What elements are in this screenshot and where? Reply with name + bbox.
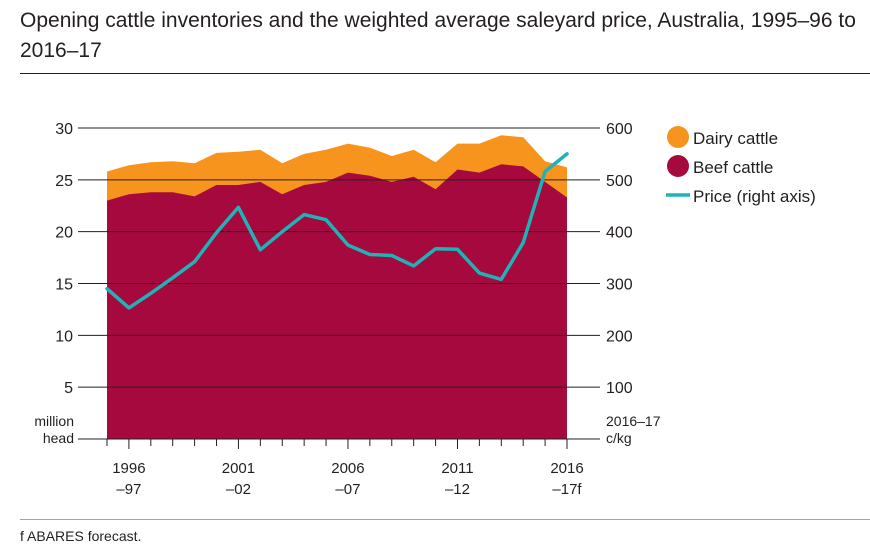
legend-label: Beef cattle xyxy=(693,158,773,177)
beef-cattle-area xyxy=(107,164,567,440)
left-axis-tick-label: 10 xyxy=(55,328,73,345)
legend-label: Price (right axis) xyxy=(693,187,816,206)
right-axis-unit-line1: 2016–17 xyxy=(606,413,661,429)
right-axis-unit-line2: c/kg xyxy=(606,430,632,446)
left-axis-tick-label: 15 xyxy=(55,277,73,294)
x-axis-tick-label-year-end: –02 xyxy=(226,481,251,498)
x-axis-tick-label-year: 2016 xyxy=(550,460,583,477)
right-axis-tick-label: 500 xyxy=(606,173,633,190)
right-axis-tick-label: 400 xyxy=(606,225,633,242)
left-axis-tick-label: 30 xyxy=(55,121,73,138)
right-axis-tick-label: 600 xyxy=(606,121,633,138)
left-axis-unit-line1: million xyxy=(34,413,74,429)
left-axis-tick-label: 25 xyxy=(55,173,73,190)
left-axis-tick-label: 5 xyxy=(64,380,73,397)
right-axis-tick-label: 200 xyxy=(606,328,633,345)
right-axis-tick-label: 300 xyxy=(606,277,633,294)
legend-swatch-dairy xyxy=(667,126,689,148)
x-axis-tick-label-year-end: –12 xyxy=(445,481,470,498)
x-axis-tick-label-year-end: –97 xyxy=(116,481,141,498)
x-axis-tick-label-year: 2006 xyxy=(331,460,364,477)
footnote: f ABARES forecast. xyxy=(20,528,142,544)
left-axis-tick-label: 20 xyxy=(55,225,73,242)
right-axis-tick-label: 100 xyxy=(606,380,633,397)
x-axis-tick-label-year: 2001 xyxy=(222,460,255,477)
x-axis-tick-label-year-end: –07 xyxy=(335,481,360,498)
title-divider xyxy=(20,73,870,74)
price-line xyxy=(105,152,569,310)
chart-title: Opening cattle inventories and the weigh… xyxy=(20,9,856,62)
legend-label: Dairy cattle xyxy=(693,129,778,148)
left-axis-unit-line2: head xyxy=(43,430,74,446)
footnote-divider xyxy=(20,519,870,520)
x-axis-tick-label-year: 1996 xyxy=(112,460,145,477)
legend-swatch-beef xyxy=(667,155,689,177)
x-axis-tick-label-year-end: –17f xyxy=(552,481,582,498)
x-axis-tick-label-year: 2011 xyxy=(441,460,473,477)
